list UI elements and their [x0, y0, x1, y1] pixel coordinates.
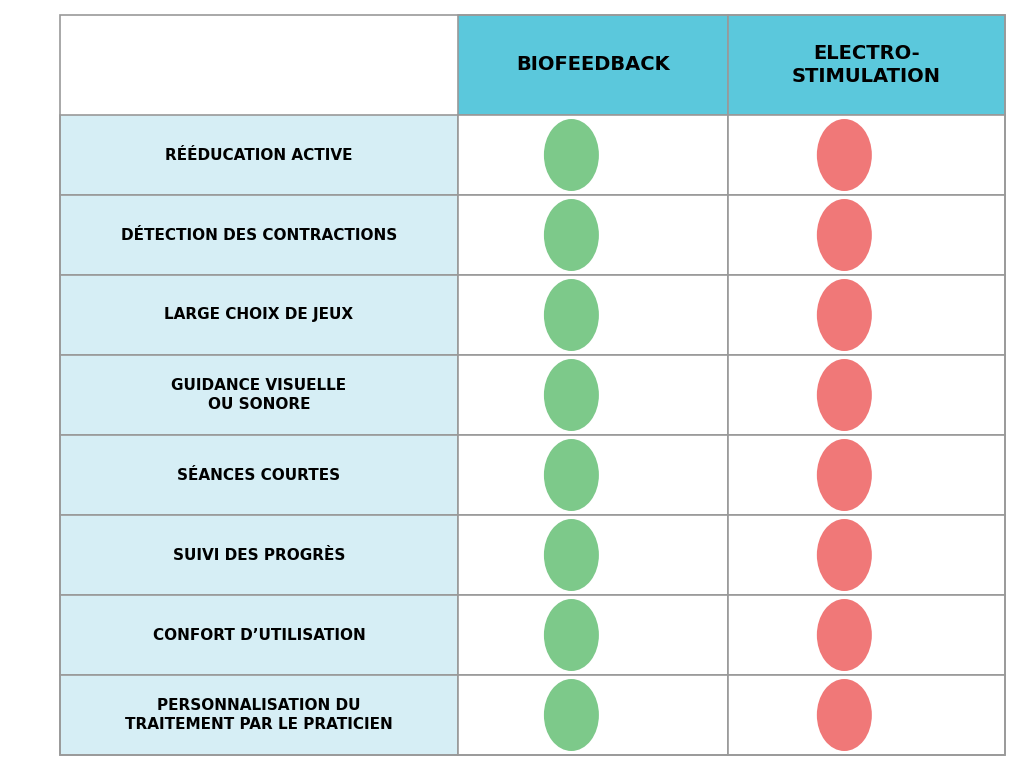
- Bar: [728, 515, 1005, 595]
- Bar: [728, 675, 1005, 755]
- Ellipse shape: [544, 279, 599, 351]
- Bar: [728, 355, 1005, 435]
- Ellipse shape: [817, 279, 871, 351]
- Bar: [458, 355, 728, 435]
- Bar: [728, 115, 1005, 195]
- Ellipse shape: [817, 519, 871, 591]
- Bar: [458, 675, 728, 755]
- Bar: [458, 195, 728, 275]
- Ellipse shape: [544, 679, 599, 751]
- Text: RÉÉDUCATION ACTIVE: RÉÉDUCATION ACTIVE: [165, 147, 352, 163]
- Bar: [60, 435, 458, 515]
- Ellipse shape: [817, 439, 871, 511]
- Bar: [458, 435, 728, 515]
- Bar: [60, 355, 458, 435]
- Text: SÉANCES COURTES: SÉANCES COURTES: [177, 468, 341, 482]
- Ellipse shape: [544, 119, 599, 191]
- Bar: [458, 515, 728, 595]
- Bar: [728, 15, 1005, 115]
- Bar: [458, 595, 728, 675]
- Bar: [60, 15, 458, 115]
- Bar: [458, 15, 728, 115]
- Ellipse shape: [817, 679, 871, 751]
- Ellipse shape: [817, 599, 871, 671]
- Bar: [458, 275, 728, 355]
- Text: PERSONNALISATION DU
TRAITEMENT PAR LE PRATICIEN: PERSONNALISATION DU TRAITEMENT PAR LE PR…: [125, 697, 393, 733]
- Bar: [728, 435, 1005, 515]
- Bar: [60, 595, 458, 675]
- Text: BIOFEEDBACK: BIOFEEDBACK: [516, 55, 670, 74]
- Ellipse shape: [544, 199, 599, 271]
- Text: SUIVI DES PROGRÈS: SUIVI DES PROGRÈS: [173, 548, 345, 562]
- Bar: [728, 275, 1005, 355]
- Ellipse shape: [817, 359, 871, 431]
- Bar: [60, 675, 458, 755]
- Ellipse shape: [817, 199, 871, 271]
- Text: DÉTECTION DES CONTRACTIONS: DÉTECTION DES CONTRACTIONS: [121, 227, 397, 243]
- Bar: [60, 275, 458, 355]
- Bar: [728, 595, 1005, 675]
- Bar: [458, 115, 728, 195]
- Ellipse shape: [544, 519, 599, 591]
- Bar: [60, 515, 458, 595]
- Bar: [60, 115, 458, 195]
- Text: LARGE CHOIX DE JEUX: LARGE CHOIX DE JEUX: [165, 307, 353, 323]
- Text: CONFORT D’UTILISATION: CONFORT D’UTILISATION: [153, 627, 366, 643]
- Ellipse shape: [544, 599, 599, 671]
- Ellipse shape: [544, 439, 599, 511]
- Text: GUIDANCE VISUELLE
OU SONORE: GUIDANCE VISUELLE OU SONORE: [171, 378, 346, 412]
- Bar: [60, 195, 458, 275]
- Bar: [728, 195, 1005, 275]
- Text: ELECTRO-
STIMULATION: ELECTRO- STIMULATION: [792, 44, 941, 86]
- Ellipse shape: [544, 359, 599, 431]
- Ellipse shape: [817, 119, 871, 191]
